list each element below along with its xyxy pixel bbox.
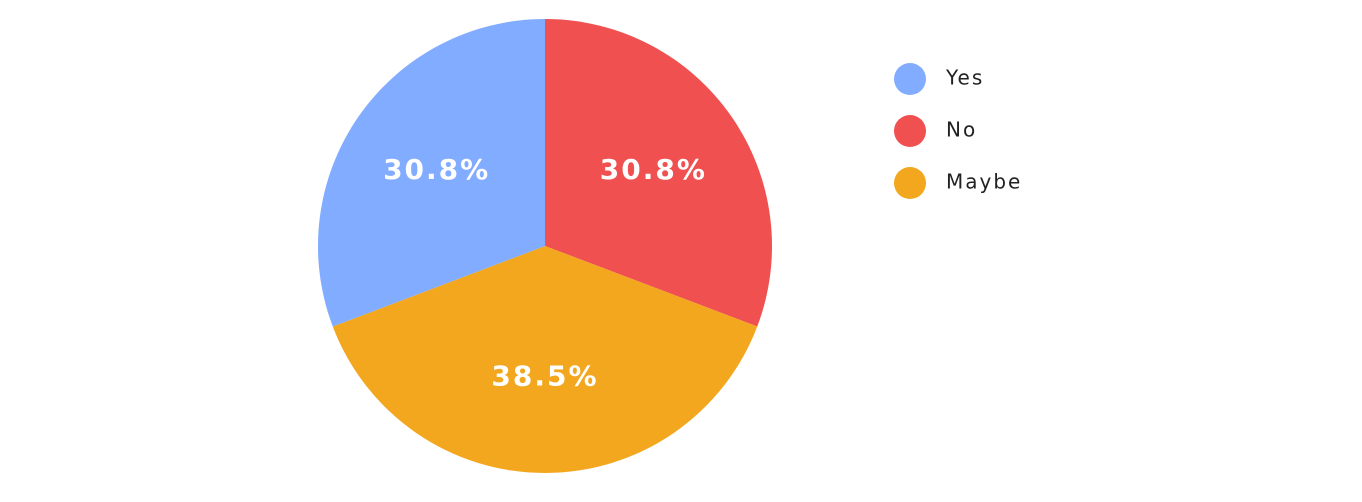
slice-label: 38.5% (491, 360, 598, 393)
legend-swatch (894, 115, 926, 147)
pie-slice (318, 19, 545, 327)
slice-label: 30.8% (600, 153, 707, 186)
pie-slice (332, 246, 758, 473)
legend-label: No (946, 118, 977, 142)
legend-swatch (894, 167, 926, 199)
legend-swatch (894, 63, 926, 95)
pie-slice (545, 19, 772, 327)
legend-label: Yes (945, 66, 984, 90)
slice-label: 30.8% (383, 153, 490, 186)
legend-label: Maybe (946, 170, 1022, 194)
